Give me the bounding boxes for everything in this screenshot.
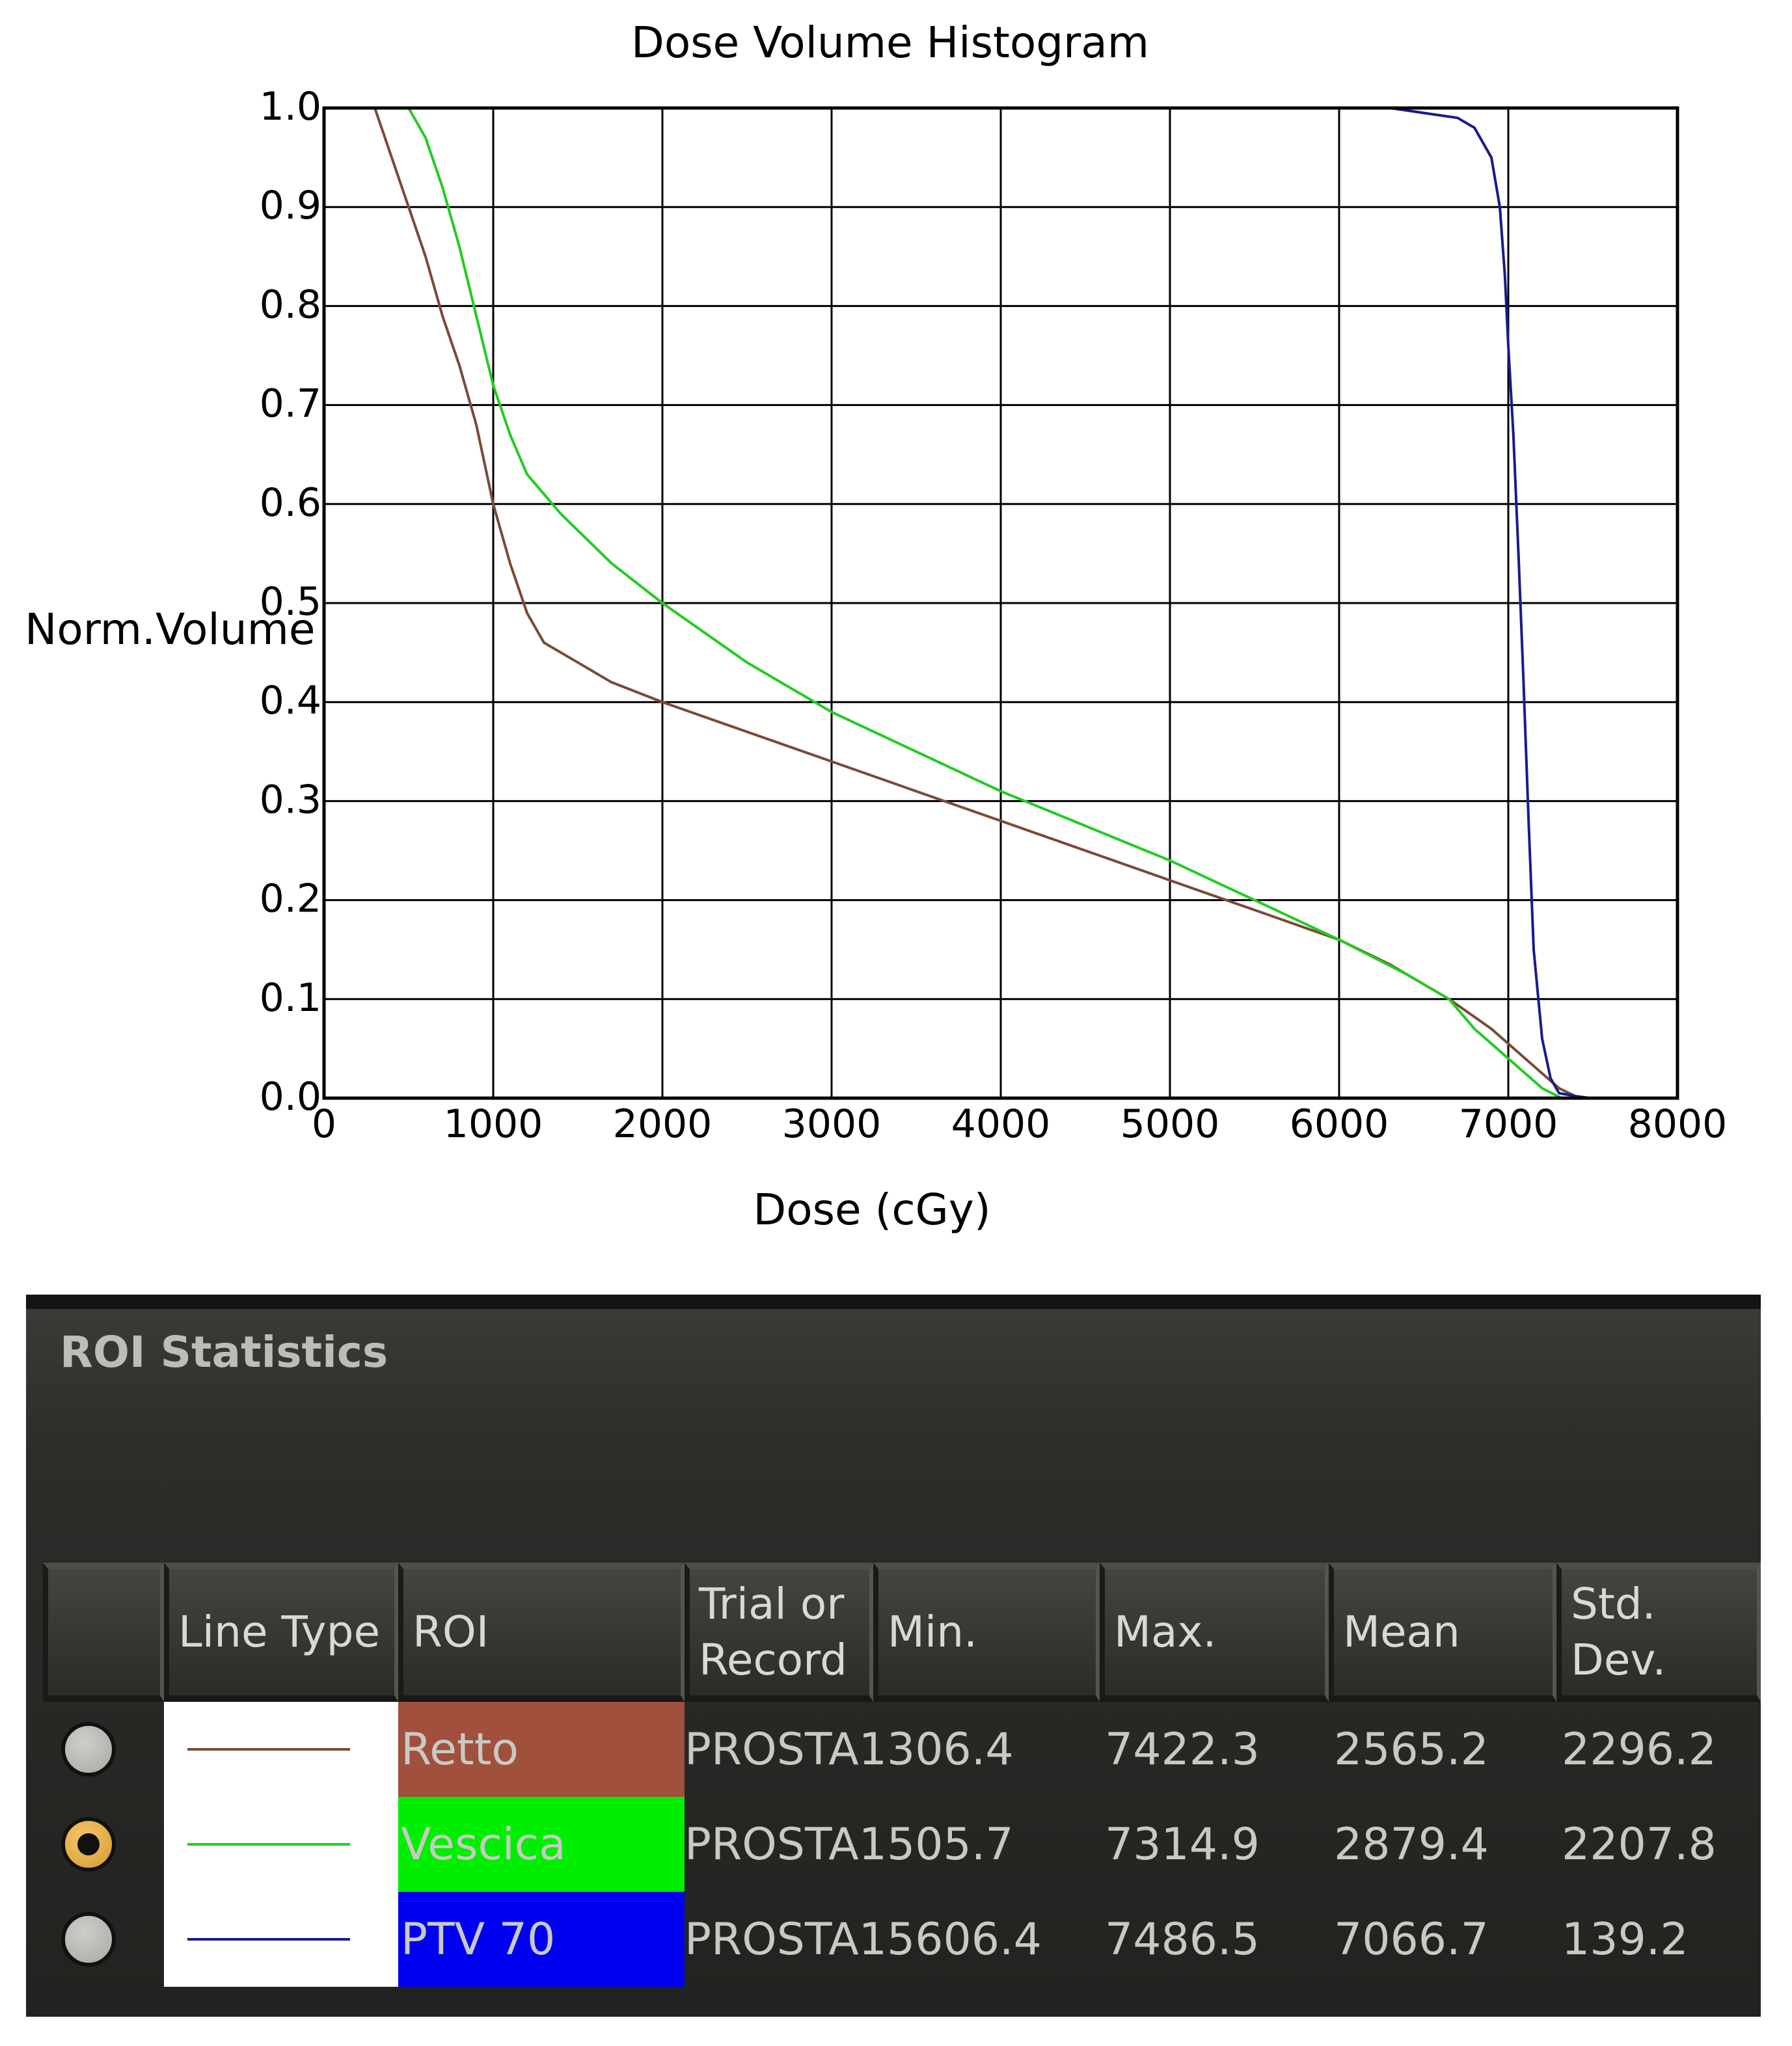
- select-cell: [43, 1892, 164, 1987]
- dvh-chart-svg: Dose Volume Histogram Dose (cGy) Norm.Vo…: [25, 18, 1728, 1235]
- x-tick-label: 4000: [951, 1101, 1051, 1147]
- y-tick-label: 0.0: [260, 1074, 321, 1120]
- mean-dose-value: 2565.2: [1334, 1723, 1489, 1775]
- min-dose-value: 306.4: [886, 1723, 1014, 1775]
- x-axis-label: Dose (cGy): [753, 1185, 990, 1235]
- col-header-trial-or-record[interactable]: Trial or Record: [685, 1563, 873, 1702]
- roi-select-radio[interactable]: [61, 1817, 116, 1872]
- y-tick-label: 0.7: [260, 381, 321, 427]
- roi-statistics-table: Line Type ROI Trial or Record Min. Max. …: [43, 1563, 1761, 1987]
- line-type-sample: [187, 1843, 350, 1846]
- grid: [323, 107, 1679, 1099]
- mean-dose-value: 7066.7: [1334, 1913, 1489, 1965]
- min-dose-value: 505.7: [886, 1818, 1014, 1870]
- trial-or-record-value: PROSTA1: [685, 1913, 887, 1965]
- line-type-sample: [187, 1748, 350, 1751]
- line-type-sample: [187, 1938, 350, 1941]
- y-tick-label: 0.6: [260, 480, 321, 526]
- trial-or-record-value: PROSTA1: [685, 1818, 887, 1870]
- series-line-vescica: [324, 107, 1562, 1099]
- line-type-cell: [164, 1892, 398, 1987]
- x-tick-label: 5000: [1120, 1101, 1220, 1147]
- trial-min-cell: PROSTA1505.7: [685, 1797, 1100, 1892]
- dvh-chart: Dose Volume Histogram Dose (cGy) Norm.Vo…: [25, 18, 1728, 1235]
- x-tick-label: 3000: [782, 1101, 882, 1147]
- std-dev-value: 2207.8: [1562, 1818, 1717, 1870]
- table-row[interactable]: Vescica PROSTA1505.7 7314.9 2879.4 2207.8: [43, 1797, 1761, 1892]
- x-tick-label: 8000: [1628, 1101, 1728, 1147]
- roi-name-cell: PTV 70: [398, 1892, 685, 1987]
- col-header-max[interactable]: Max.: [1100, 1563, 1329, 1702]
- line-type-cell: [164, 1797, 398, 1892]
- x-tick-label: 2000: [613, 1101, 713, 1147]
- col-header-line-type[interactable]: Line Type: [164, 1563, 398, 1702]
- panel-title: ROI Statistics: [60, 1327, 388, 1377]
- roi-name-cell: Vescica: [398, 1797, 685, 1892]
- trial-or-record-value: PROSTA1: [685, 1723, 887, 1775]
- chart-title: Dose Volume Histogram: [631, 18, 1149, 68]
- roi-statistics-panel: ROI Statistics Line Type ROI Trial or Re…: [26, 1295, 1761, 2017]
- y-tick-label: 1.0: [260, 84, 321, 129]
- x-tick-label: 1000: [444, 1101, 543, 1147]
- table-row[interactable]: Retto PROSTA1306.4 7422.3 2565.2 2296.2: [43, 1702, 1761, 1797]
- roi-select-radio[interactable]: [61, 1912, 116, 1967]
- mean-dose-value: 2879.4: [1334, 1818, 1489, 1870]
- y-tick-label: 0.5: [260, 579, 321, 625]
- max-dose-value: 7422.3: [1105, 1723, 1260, 1775]
- min-dose-value: 5606.4: [886, 1913, 1042, 1965]
- trial-min-cell: PROSTA1306.4: [685, 1702, 1100, 1797]
- col-header-roi[interactable]: ROI: [398, 1563, 685, 1702]
- table-header-row: Line Type ROI Trial or Record Min. Max. …: [43, 1563, 1761, 1702]
- y-axis-label: Norm.Volume: [25, 604, 315, 654]
- trial-min-cell: PROSTA15606.4: [685, 1892, 1100, 1987]
- col-header-min[interactable]: Min.: [873, 1563, 1100, 1702]
- std-dev-value: 2296.2: [1562, 1723, 1717, 1775]
- col-header-select[interactable]: [43, 1563, 164, 1702]
- y-tick-label: 0.9: [260, 183, 321, 228]
- y-tick-label: 0.4: [260, 678, 321, 723]
- axis-ticks: 0 1000 2000 3000 4000 5000 6000 7000 8000 0.0 0.1 0…: [260, 84, 1728, 1147]
- select-cell: [43, 1797, 164, 1892]
- select-cell: [43, 1702, 164, 1797]
- plot-frame: [322, 106, 1679, 1100]
- x-tick-label: 0: [312, 1101, 336, 1147]
- series-lines: [324, 107, 1591, 1099]
- col-header-std-dev[interactable]: Std. Dev.: [1556, 1563, 1761, 1702]
- y-tick-label: 0.1: [260, 975, 321, 1021]
- roi-select-radio[interactable]: [61, 1722, 116, 1777]
- roi-name-cell: Retto: [398, 1702, 685, 1797]
- table-row[interactable]: PTV 70 PROSTA15606.4 7486.5 7066.7 139.2: [43, 1892, 1761, 1987]
- max-dose-value: 7314.9: [1105, 1818, 1260, 1870]
- x-tick-label: 7000: [1459, 1101, 1558, 1147]
- max-dose-value: 7486.5: [1105, 1913, 1260, 1965]
- y-tick-label: 0.2: [260, 876, 321, 922]
- series-line-ptv-70: [324, 107, 1591, 1099]
- std-dev-value: 139.2: [1562, 1913, 1689, 1965]
- col-header-mean[interactable]: Mean: [1329, 1563, 1556, 1702]
- line-type-cell: [164, 1702, 398, 1797]
- y-tick-label: 0.3: [260, 777, 321, 822]
- y-tick-label: 0.8: [260, 282, 321, 327]
- x-tick-label: 6000: [1290, 1101, 1389, 1147]
